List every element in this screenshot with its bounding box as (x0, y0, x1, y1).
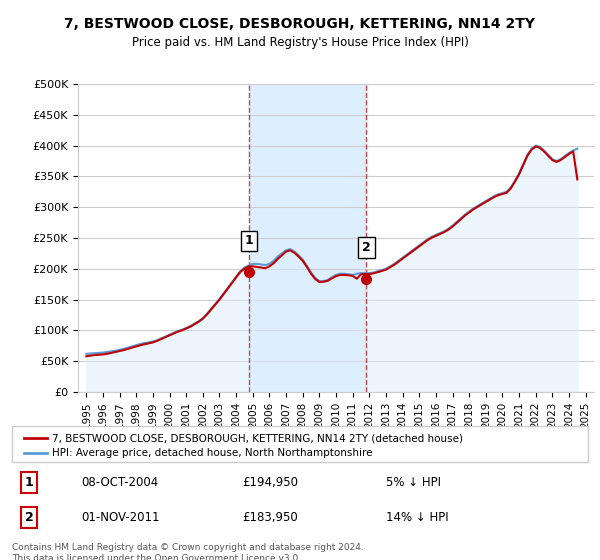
Text: 7, BESTWOOD CLOSE, DESBOROUGH, KETTERING, NN14 2TY: 7, BESTWOOD CLOSE, DESBOROUGH, KETTERING… (65, 17, 536, 31)
Text: 1: 1 (245, 234, 253, 248)
Text: 1: 1 (25, 476, 34, 489)
Text: 5% ↓ HPI: 5% ↓ HPI (386, 476, 442, 489)
Text: 08-OCT-2004: 08-OCT-2004 (81, 476, 158, 489)
Text: Price paid vs. HM Land Registry's House Price Index (HPI): Price paid vs. HM Land Registry's House … (131, 36, 469, 49)
Text: 14% ↓ HPI: 14% ↓ HPI (386, 511, 449, 524)
Text: HPI: Average price, detached house, North Northamptonshire: HPI: Average price, detached house, Nort… (52, 448, 373, 458)
FancyBboxPatch shape (12, 426, 588, 462)
Text: £194,950: £194,950 (242, 476, 298, 489)
Bar (249, 84, 367, 392)
Text: 7, BESTWOOD CLOSE, DESBOROUGH, KETTERING, NN14 2TY (detached house): 7, BESTWOOD CLOSE, DESBOROUGH, KETTERING… (52, 433, 463, 444)
Text: £183,950: £183,950 (242, 511, 298, 524)
Text: 2: 2 (25, 511, 34, 524)
Text: Contains HM Land Registry data © Crown copyright and database right 2024.
This d: Contains HM Land Registry data © Crown c… (12, 543, 364, 560)
Text: 2: 2 (362, 241, 371, 254)
Text: 01-NOV-2011: 01-NOV-2011 (81, 511, 160, 524)
